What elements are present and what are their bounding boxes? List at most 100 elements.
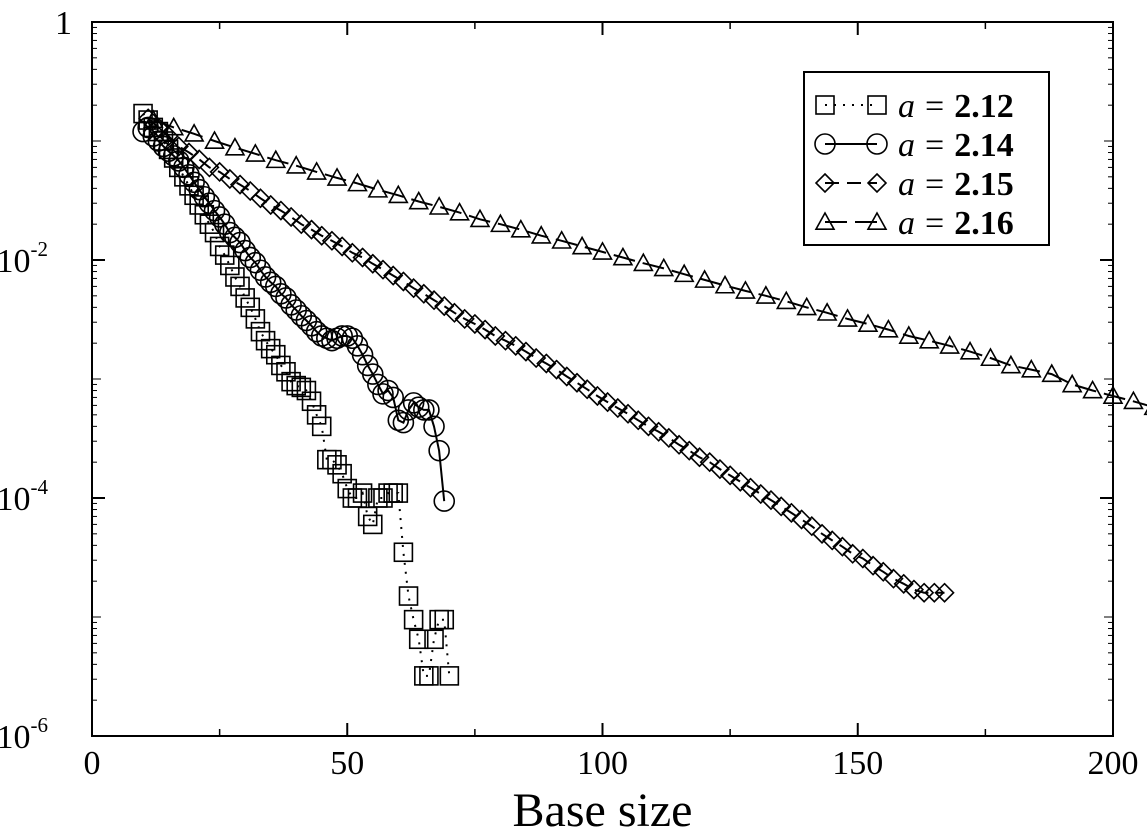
triangle-marker [1082, 379, 1103, 399]
diamond-marker [332, 236, 353, 257]
triangle-marker [918, 330, 940, 349]
legend-equals: = [925, 205, 944, 242]
square-marker [301, 391, 322, 412]
series-circle [132, 116, 456, 512]
diamond-marker [168, 136, 189, 157]
triangle-marker [245, 143, 266, 162]
diamond-marker [913, 582, 935, 603]
diamond-marker [546, 359, 567, 380]
triangle-marker [1000, 354, 1022, 374]
diamond-marker [842, 543, 863, 564]
circle-marker [198, 192, 221, 215]
diamond-marker [352, 247, 373, 268]
square-marker [347, 488, 368, 508]
square-marker [311, 416, 332, 437]
diamond-marker [536, 353, 557, 374]
legend-label: a = 2.12 [898, 88, 1014, 125]
triangle-marker [306, 161, 327, 180]
diamond-marker [719, 465, 741, 486]
diamond-marker [229, 174, 251, 195]
triangle-marker [866, 211, 888, 230]
triangle-marker [878, 318, 899, 338]
x-tick-label: 0 [84, 745, 101, 782]
legend-equals: = [925, 88, 944, 125]
circle-marker [208, 206, 231, 228]
diamond-marker [903, 579, 925, 600]
diamond-marker [730, 471, 751, 492]
y-tick-labels: 110-210-410-6 [0, 5, 72, 756]
diamond-marker [893, 573, 914, 594]
diamond-marker [209, 161, 230, 183]
series-line [142, 112, 451, 677]
legend: a = 2.12 a = 2.14 a = 2.15 a = 2.16 [803, 71, 1050, 246]
diamond-marker [658, 427, 679, 449]
diamond-marker [526, 347, 547, 369]
square-marker [286, 375, 307, 396]
diamond-marker [240, 180, 261, 202]
circle-marker [866, 133, 888, 155]
diamond-marker [423, 290, 445, 311]
circle-marker [183, 171, 205, 194]
diamond-marker [699, 452, 720, 473]
diamond-marker [587, 385, 608, 407]
diamond-marker [260, 194, 281, 216]
square-marker [439, 666, 460, 686]
triangle-marker [530, 225, 552, 244]
triangle-marker [469, 208, 491, 228]
series-triangle [142, 109, 1147, 416]
legend-label: a = 2.15 [898, 166, 1014, 203]
square-marker [214, 245, 235, 265]
diamond-marker [577, 379, 598, 400]
triangle-marker [1041, 363, 1063, 383]
square-marker [398, 586, 419, 606]
diamond-marker [342, 242, 363, 263]
circle-marker [413, 399, 435, 421]
y-tick-exponent: -2 [31, 237, 49, 261]
diamond-marker [822, 530, 843, 551]
triangle-marker [837, 308, 858, 327]
triangle-marker [612, 246, 634, 266]
diamond-marker [689, 447, 710, 468]
diamond-marker [832, 536, 853, 557]
square-marker [867, 95, 887, 115]
diamond-marker [791, 509, 812, 530]
square-marker [352, 483, 373, 503]
triangle-marker [449, 201, 470, 221]
diamond-marker [311, 225, 332, 246]
diamond-marker [393, 271, 414, 292]
circle-marker [341, 327, 364, 350]
diamond-marker [617, 403, 639, 424]
diamond-marker [781, 502, 802, 523]
square-marker [332, 463, 352, 484]
square-marker [393, 542, 414, 563]
triangle-marker [980, 347, 1001, 367]
diamond-marker [873, 561, 894, 582]
legend-value: 2.14 [954, 127, 1014, 164]
square-marker [362, 514, 383, 535]
diamond-marker [189, 149, 210, 170]
square-marker [271, 355, 291, 376]
diamond-marker [740, 477, 761, 498]
triangle-marker [428, 196, 450, 215]
diamond-marker [301, 219, 322, 240]
triangle-marker [510, 218, 532, 238]
circle-marker [188, 178, 211, 201]
diamond-marker [464, 313, 486, 335]
triangle-marker [796, 296, 818, 316]
diamond-marker [199, 157, 220, 178]
diamond-marker [434, 295, 455, 317]
square-marker [322, 449, 342, 470]
square-marker [403, 609, 424, 630]
diamond-marker [372, 259, 394, 280]
square-marker [357, 506, 378, 527]
y-tick-label: 10-6 [0, 713, 48, 756]
series-line [152, 119, 1147, 407]
legend-variable: a [898, 205, 915, 242]
triangle-marker [367, 179, 389, 198]
y-tick-base: 10 [0, 719, 31, 756]
diamond-marker [883, 568, 904, 589]
circle-marker [372, 383, 394, 405]
triangle-marker [224, 136, 246, 156]
diamond-marker [291, 214, 312, 235]
